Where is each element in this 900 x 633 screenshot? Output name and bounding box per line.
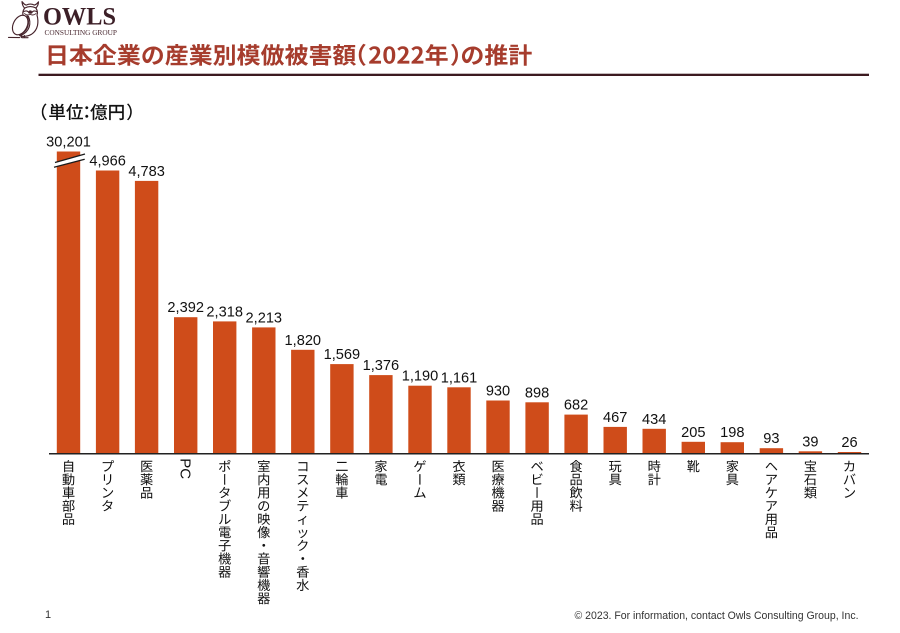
svg-text:CONSULTING GROUP: CONSULTING GROUP <box>45 29 118 37</box>
svg-text:930: 930 <box>486 384 510 400</box>
svg-text:4,966: 4,966 <box>89 154 126 170</box>
svg-text:39: 39 <box>802 434 818 450</box>
svg-text:198: 198 <box>720 425 744 441</box>
svg-text:26: 26 <box>841 435 857 451</box>
svg-text:2,318: 2,318 <box>206 304 243 320</box>
svg-text:1,569: 1,569 <box>324 347 361 363</box>
svg-text:4,783: 4,783 <box>128 164 165 180</box>
svg-text:© 2023. For information, conta: © 2023. For information, contact Owls Co… <box>575 610 859 622</box>
svg-text:2,213: 2,213 <box>246 310 283 326</box>
svg-text:434: 434 <box>642 412 666 428</box>
svg-text:PC: PC <box>176 458 193 479</box>
svg-text:467: 467 <box>603 410 627 426</box>
svg-text:205: 205 <box>681 425 705 441</box>
svg-text:1,376: 1,376 <box>363 358 400 374</box>
svg-text:1,820: 1,820 <box>285 333 322 349</box>
svg-text:1,190: 1,190 <box>402 369 439 385</box>
svg-text:682: 682 <box>564 398 588 414</box>
svg-text:93: 93 <box>763 431 779 447</box>
svg-text:OWLS: OWLS <box>43 4 116 31</box>
svg-text:1,161: 1,161 <box>441 370 478 386</box>
svg-text:898: 898 <box>525 385 549 401</box>
svg-text:2,392: 2,392 <box>167 300 204 316</box>
svg-text:30,201: 30,201 <box>46 135 91 151</box>
svg-text:1: 1 <box>45 609 51 621</box>
